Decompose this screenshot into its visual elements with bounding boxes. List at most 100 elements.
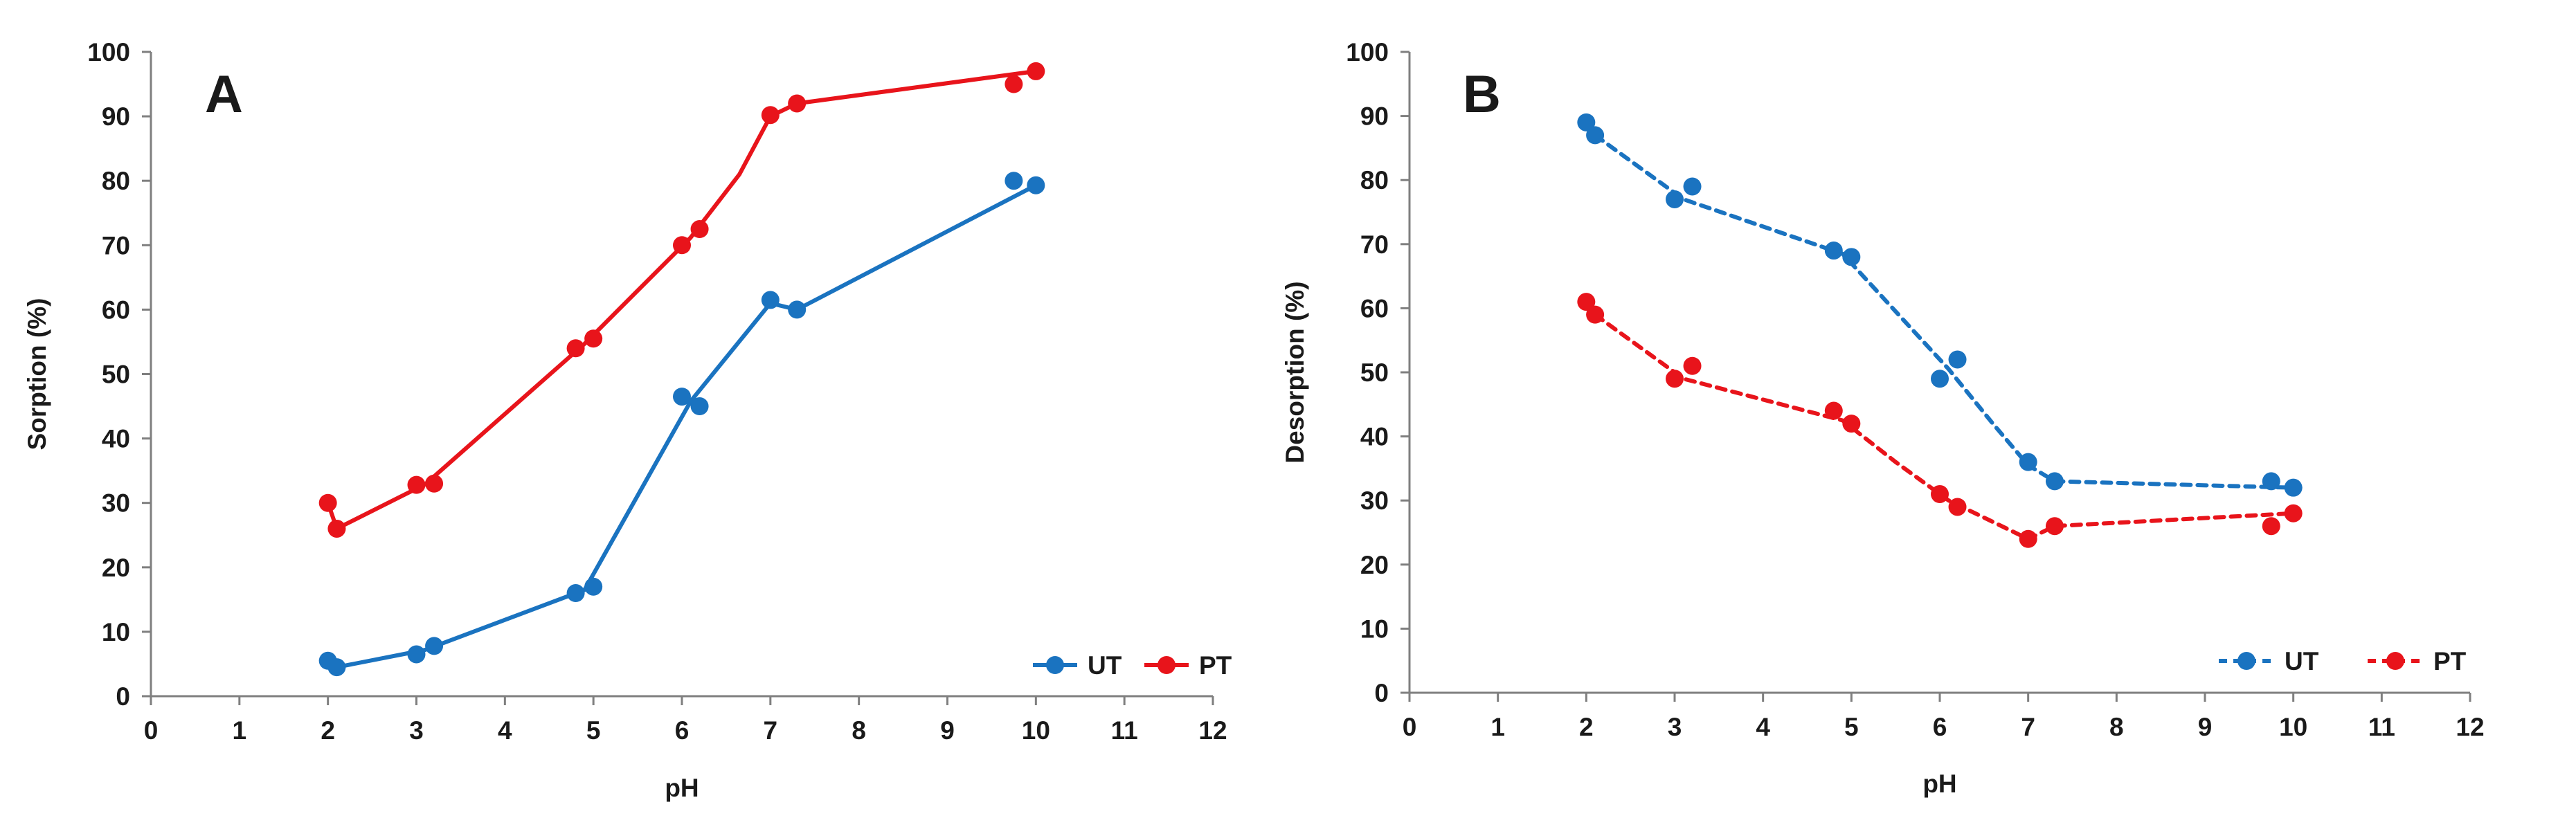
y-tick-label: 30 <box>102 489 130 518</box>
data-point-ut <box>425 637 444 655</box>
data-point-pt <box>2045 517 2064 536</box>
x-axis-label: pH <box>1922 770 1956 798</box>
x-tick-label: 5 <box>586 716 601 745</box>
data-point-ut <box>1683 177 1702 196</box>
x-tick-label: 9 <box>2198 713 2213 741</box>
data-point-ut <box>1005 172 1023 190</box>
legend-label-pt: PT <box>1199 651 1232 680</box>
data-point-ut <box>327 658 346 677</box>
y-tick-label: 10 <box>1360 615 1389 643</box>
y-tick-label: 80 <box>102 167 130 195</box>
data-point-ut <box>1824 242 1843 260</box>
y-tick-label: 20 <box>1360 551 1389 579</box>
data-point-pt <box>407 475 426 494</box>
x-tick-label: 3 <box>1668 713 1682 741</box>
data-point-ut <box>2045 472 2064 491</box>
x-tick-label: 12 <box>1198 716 1227 745</box>
data-point-ut <box>584 577 603 596</box>
x-tick-label: 2 <box>1579 713 1594 741</box>
y-tick-label: 10 <box>102 618 130 646</box>
data-point-ut <box>788 300 807 319</box>
y-tick-label: 60 <box>102 296 130 324</box>
x-tick-label: 1 <box>233 716 247 745</box>
y-tick-label: 90 <box>1360 102 1389 131</box>
x-tick-label: 12 <box>2456 713 2484 741</box>
x-tick-label: 9 <box>940 716 955 745</box>
data-point-pt <box>1666 370 1684 388</box>
x-tick-label: 1 <box>1490 713 1505 741</box>
data-point-pt <box>1577 293 1596 311</box>
data-point-pt <box>1586 305 1605 324</box>
y-tick-label: 90 <box>102 102 130 131</box>
data-point-pt <box>318 493 337 512</box>
y-tick-label: 100 <box>87 38 130 66</box>
y-axis-label: Desorption (%) <box>1281 281 1309 463</box>
series-line-pt <box>1584 300 2296 541</box>
x-tick-label: 8 <box>2109 713 2124 741</box>
y-tick-label: 70 <box>102 231 130 260</box>
legend-label-ut: UT <box>1088 651 1122 680</box>
data-point-ut <box>566 584 585 603</box>
data-point-ut <box>673 388 691 406</box>
data-point-pt <box>2019 529 2037 548</box>
y-tick-label: 40 <box>1360 423 1389 451</box>
data-point-pt <box>1824 401 1843 420</box>
data-point-pt <box>1027 62 1045 80</box>
data-point-pt <box>690 220 709 239</box>
y-tick-label: 50 <box>1360 358 1389 387</box>
y-tick-label: 0 <box>116 682 130 711</box>
data-point-ut <box>2019 453 2037 471</box>
x-tick-label: 0 <box>1403 713 1417 741</box>
x-tick-label: 4 <box>1756 713 1770 741</box>
x-tick-label: 10 <box>1022 716 1050 745</box>
x-tick-label: 5 <box>1844 713 1859 741</box>
x-axis-label: pH <box>665 774 699 802</box>
y-tick-label: 80 <box>1360 166 1389 194</box>
legend-label-pt: PT <box>2433 647 2467 675</box>
x-tick-label: 4 <box>498 716 512 745</box>
data-point-pt <box>1683 356 1702 375</box>
data-point-ut <box>407 645 426 664</box>
y-tick-label: 70 <box>1360 230 1389 259</box>
legend-marker-pt <box>1158 656 1176 674</box>
x-tick-label: 7 <box>764 716 778 745</box>
data-point-ut <box>1577 113 1596 131</box>
series-line-ut <box>1584 120 2296 490</box>
data-point-ut <box>1948 350 1967 369</box>
series-line-pt <box>325 69 1038 531</box>
x-tick-label: 2 <box>321 716 335 745</box>
x-tick-label: 7 <box>2021 713 2035 741</box>
data-point-pt <box>584 329 603 348</box>
data-point-pt <box>566 339 585 358</box>
y-tick-label: 50 <box>102 361 130 389</box>
data-point-ut <box>690 397 709 416</box>
legend-label-ut: UT <box>2285 647 2319 675</box>
x-tick-label: 11 <box>2368 713 2395 741</box>
x-tick-label: 3 <box>409 716 424 745</box>
y-tick-label: 20 <box>102 554 130 582</box>
data-point-pt <box>1931 484 1949 503</box>
data-point-ut <box>1931 370 1949 388</box>
x-tick-label: 6 <box>675 716 690 745</box>
data-point-pt <box>2262 517 2280 536</box>
data-point-pt <box>327 519 346 538</box>
data-point-pt <box>761 106 780 125</box>
y-tick-label: 30 <box>1360 487 1389 515</box>
y-tick-label: 40 <box>102 425 130 453</box>
x-tick-label: 8 <box>852 716 866 745</box>
x-tick-label: 0 <box>144 716 159 745</box>
legend-marker-ut <box>1046 656 1064 674</box>
data-point-ut <box>1842 248 1861 266</box>
panel-letter: B <box>1463 65 1501 124</box>
data-point-pt <box>425 474 444 493</box>
data-point-pt <box>788 94 807 113</box>
data-point-pt <box>1005 75 1023 93</box>
data-point-ut <box>1666 190 1684 208</box>
legend-marker-pt <box>2386 652 2404 670</box>
x-tick-label: 6 <box>1933 713 1947 741</box>
data-point-pt <box>1948 498 1967 516</box>
legend-marker-ut <box>2237 652 2255 670</box>
